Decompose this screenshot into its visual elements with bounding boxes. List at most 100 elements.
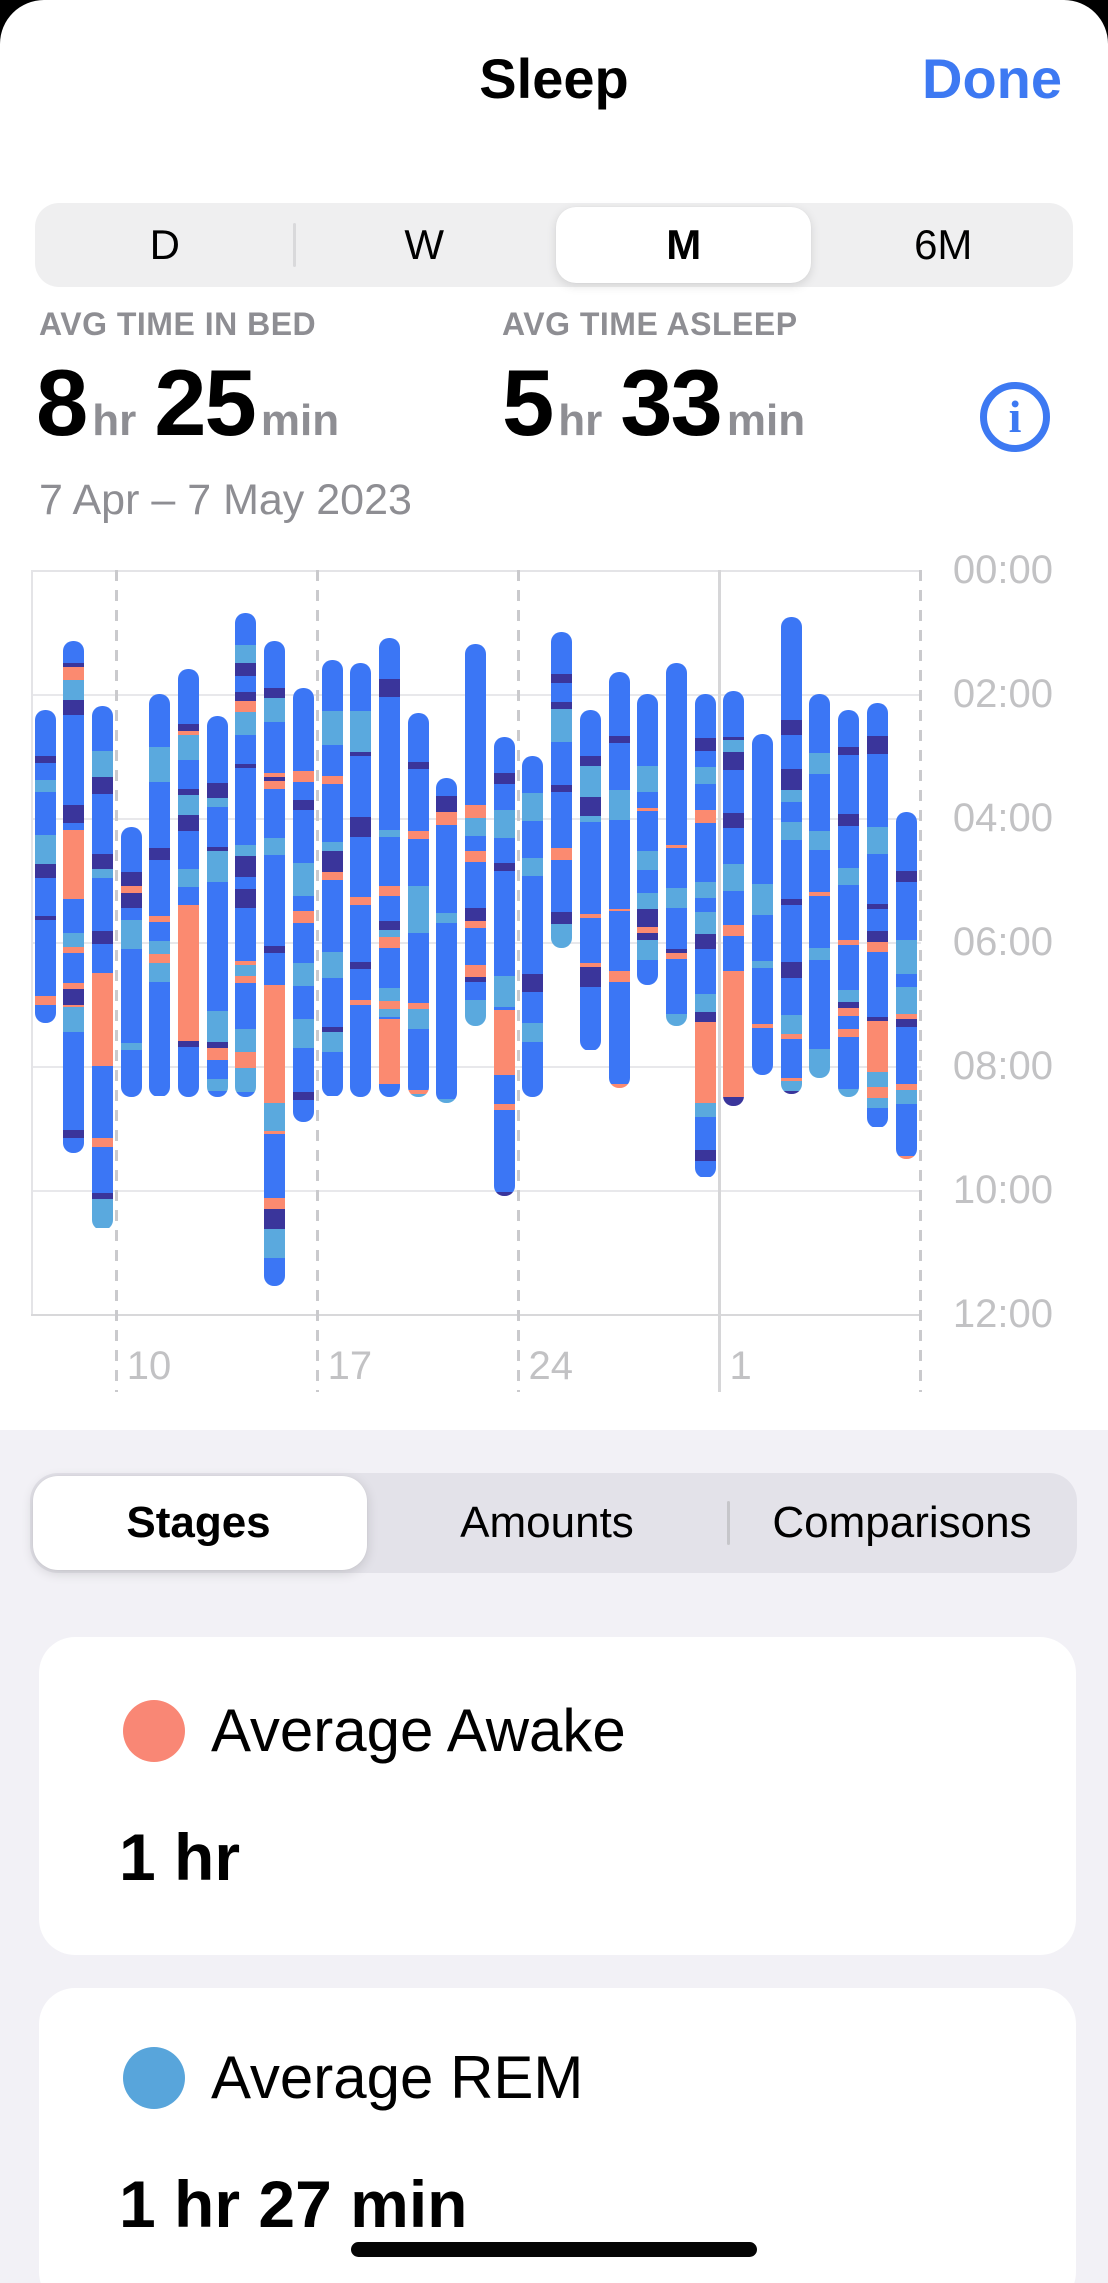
sleep-day-bar[interactable] xyxy=(321,659,343,1097)
sleep-day-bar[interactable] xyxy=(206,715,228,1097)
stage-segment-core xyxy=(264,805,286,839)
stage-segment-core xyxy=(235,675,257,692)
stage-segment-core xyxy=(694,898,716,913)
sleep-day-bar[interactable] xyxy=(465,644,486,1026)
stage-segment-core xyxy=(63,953,85,984)
stage-segment-rem xyxy=(378,930,400,938)
stage-segment-awake xyxy=(292,911,314,923)
sleep-day-bar[interactable] xyxy=(608,672,630,1088)
stage-segment-core xyxy=(321,1051,343,1097)
stage-segment-core xyxy=(723,770,745,814)
week-gridline xyxy=(517,570,521,1392)
stage-segment-deep xyxy=(895,1018,917,1028)
sleep-day-bar[interactable] xyxy=(436,777,458,1104)
sleep-day-bar[interactable] xyxy=(694,694,716,1178)
tab-comparisons[interactable]: Comparisons xyxy=(772,1498,1032,1547)
sleep-day-bar[interactable] xyxy=(292,687,314,1122)
done-button[interactable]: Done xyxy=(922,47,1062,110)
stage-segment-rem xyxy=(91,750,113,778)
stage-segment-core xyxy=(350,1079,372,1097)
tab-amounts[interactable]: Amounts xyxy=(460,1498,634,1547)
stage-segment-core xyxy=(752,915,773,961)
sleep-day-bar[interactable] xyxy=(895,811,917,1159)
stage-segment-awake xyxy=(465,850,486,863)
stage-segment-rem xyxy=(235,1067,257,1093)
segment-week[interactable]: W xyxy=(404,221,445,268)
stage-segment-core xyxy=(551,873,573,913)
stage-segment-deep xyxy=(895,870,917,882)
stage-segment-deep xyxy=(866,1016,888,1022)
stage-segment-rem xyxy=(637,892,659,909)
stage-segment-core xyxy=(436,777,458,797)
sleep-day-bar[interactable] xyxy=(350,663,372,1097)
stage-segment-awake xyxy=(149,915,171,922)
stage-segment-core xyxy=(436,825,458,852)
stage-segment-core xyxy=(522,992,544,1023)
sleep-day-bar[interactable] xyxy=(407,712,429,1097)
stage-segment-core xyxy=(34,709,56,757)
stage-segment-core xyxy=(665,733,687,749)
sleep-day-bar[interactable] xyxy=(63,641,85,1153)
stage-segment-core xyxy=(63,714,85,750)
stage-segment-core xyxy=(608,672,630,737)
sleep-day-bar[interactable] xyxy=(551,632,573,949)
stage-segment-core xyxy=(752,1027,773,1076)
stage-segment-awake xyxy=(264,1198,286,1210)
stage-segment-rem xyxy=(321,951,343,979)
sleep-day-bar[interactable] xyxy=(178,669,199,1097)
hours-unit: hr xyxy=(92,396,137,445)
stage-segment-core xyxy=(637,810,659,852)
stage-segment-deep xyxy=(321,1027,343,1033)
sleep-day-bar[interactable] xyxy=(264,641,286,1286)
stage-segment-deep xyxy=(723,1096,745,1107)
stage-segment-rem xyxy=(321,1032,343,1052)
sleep-day-bar[interactable] xyxy=(91,706,113,1230)
stage-segment-core xyxy=(723,891,745,925)
tab-stages[interactable]: Stages xyxy=(126,1498,271,1547)
segment-six-months[interactable]: 6M xyxy=(914,221,973,268)
sleep-day-bar[interactable] xyxy=(637,694,659,986)
stage-segment-awake xyxy=(493,1062,515,1075)
sleep-day-bar[interactable] xyxy=(809,694,831,1079)
stage-segment-awake xyxy=(895,1084,917,1090)
stage-segment-rem xyxy=(493,975,515,1007)
sleep-day-bar[interactable] xyxy=(579,709,601,1051)
stage-segment-deep xyxy=(465,907,486,922)
sleep-day-bar[interactable] xyxy=(493,737,515,1197)
sleep-day-bar[interactable] xyxy=(378,638,400,1097)
stage-segment-core xyxy=(465,761,486,805)
sleep-day-bar[interactable] xyxy=(522,756,544,1097)
stage-segment-core xyxy=(264,953,286,975)
segment-day[interactable]: D xyxy=(149,221,180,268)
stage-segment-core xyxy=(895,811,917,851)
stage-segment-rem xyxy=(895,986,917,1014)
stage-segment-deep xyxy=(551,912,573,925)
sleep-day-bar[interactable] xyxy=(120,827,142,1097)
sleep-day-bar[interactable] xyxy=(149,694,171,1097)
selected-tab-pill xyxy=(33,1476,367,1570)
sleep-day-bar[interactable] xyxy=(723,690,745,1107)
home-indicator[interactable] xyxy=(351,2242,757,2257)
stage-segment-core xyxy=(321,879,343,895)
stage-segment-deep xyxy=(34,916,56,920)
stage-segment-deep xyxy=(321,851,343,872)
stage-segment-deep xyxy=(63,1129,85,1139)
stage-segment-awake xyxy=(465,965,486,978)
sleep-day-bar[interactable] xyxy=(235,613,257,1097)
sleep-day-bar[interactable] xyxy=(838,709,860,1098)
sleep-day-bar[interactable] xyxy=(665,663,687,1026)
sleep-day-bar[interactable] xyxy=(34,709,56,1023)
info-circle-icon[interactable]: i xyxy=(980,382,1050,452)
stage-segment-core xyxy=(493,870,515,931)
stage-segment-rem xyxy=(178,869,199,888)
sleep-day-bar[interactable] xyxy=(780,616,802,1094)
sleep-day-bar[interactable] xyxy=(752,734,773,1076)
stage-segment-core xyxy=(264,641,286,688)
sleep-day-bar[interactable] xyxy=(866,703,888,1128)
stage-segment-core xyxy=(465,835,486,851)
segment-month[interactable]: M xyxy=(666,221,702,268)
stage-segment-core xyxy=(378,948,400,988)
stage-segment-core xyxy=(235,907,257,962)
x-axis-label: 17 xyxy=(327,1344,373,1388)
stage-segment-deep xyxy=(350,751,372,756)
